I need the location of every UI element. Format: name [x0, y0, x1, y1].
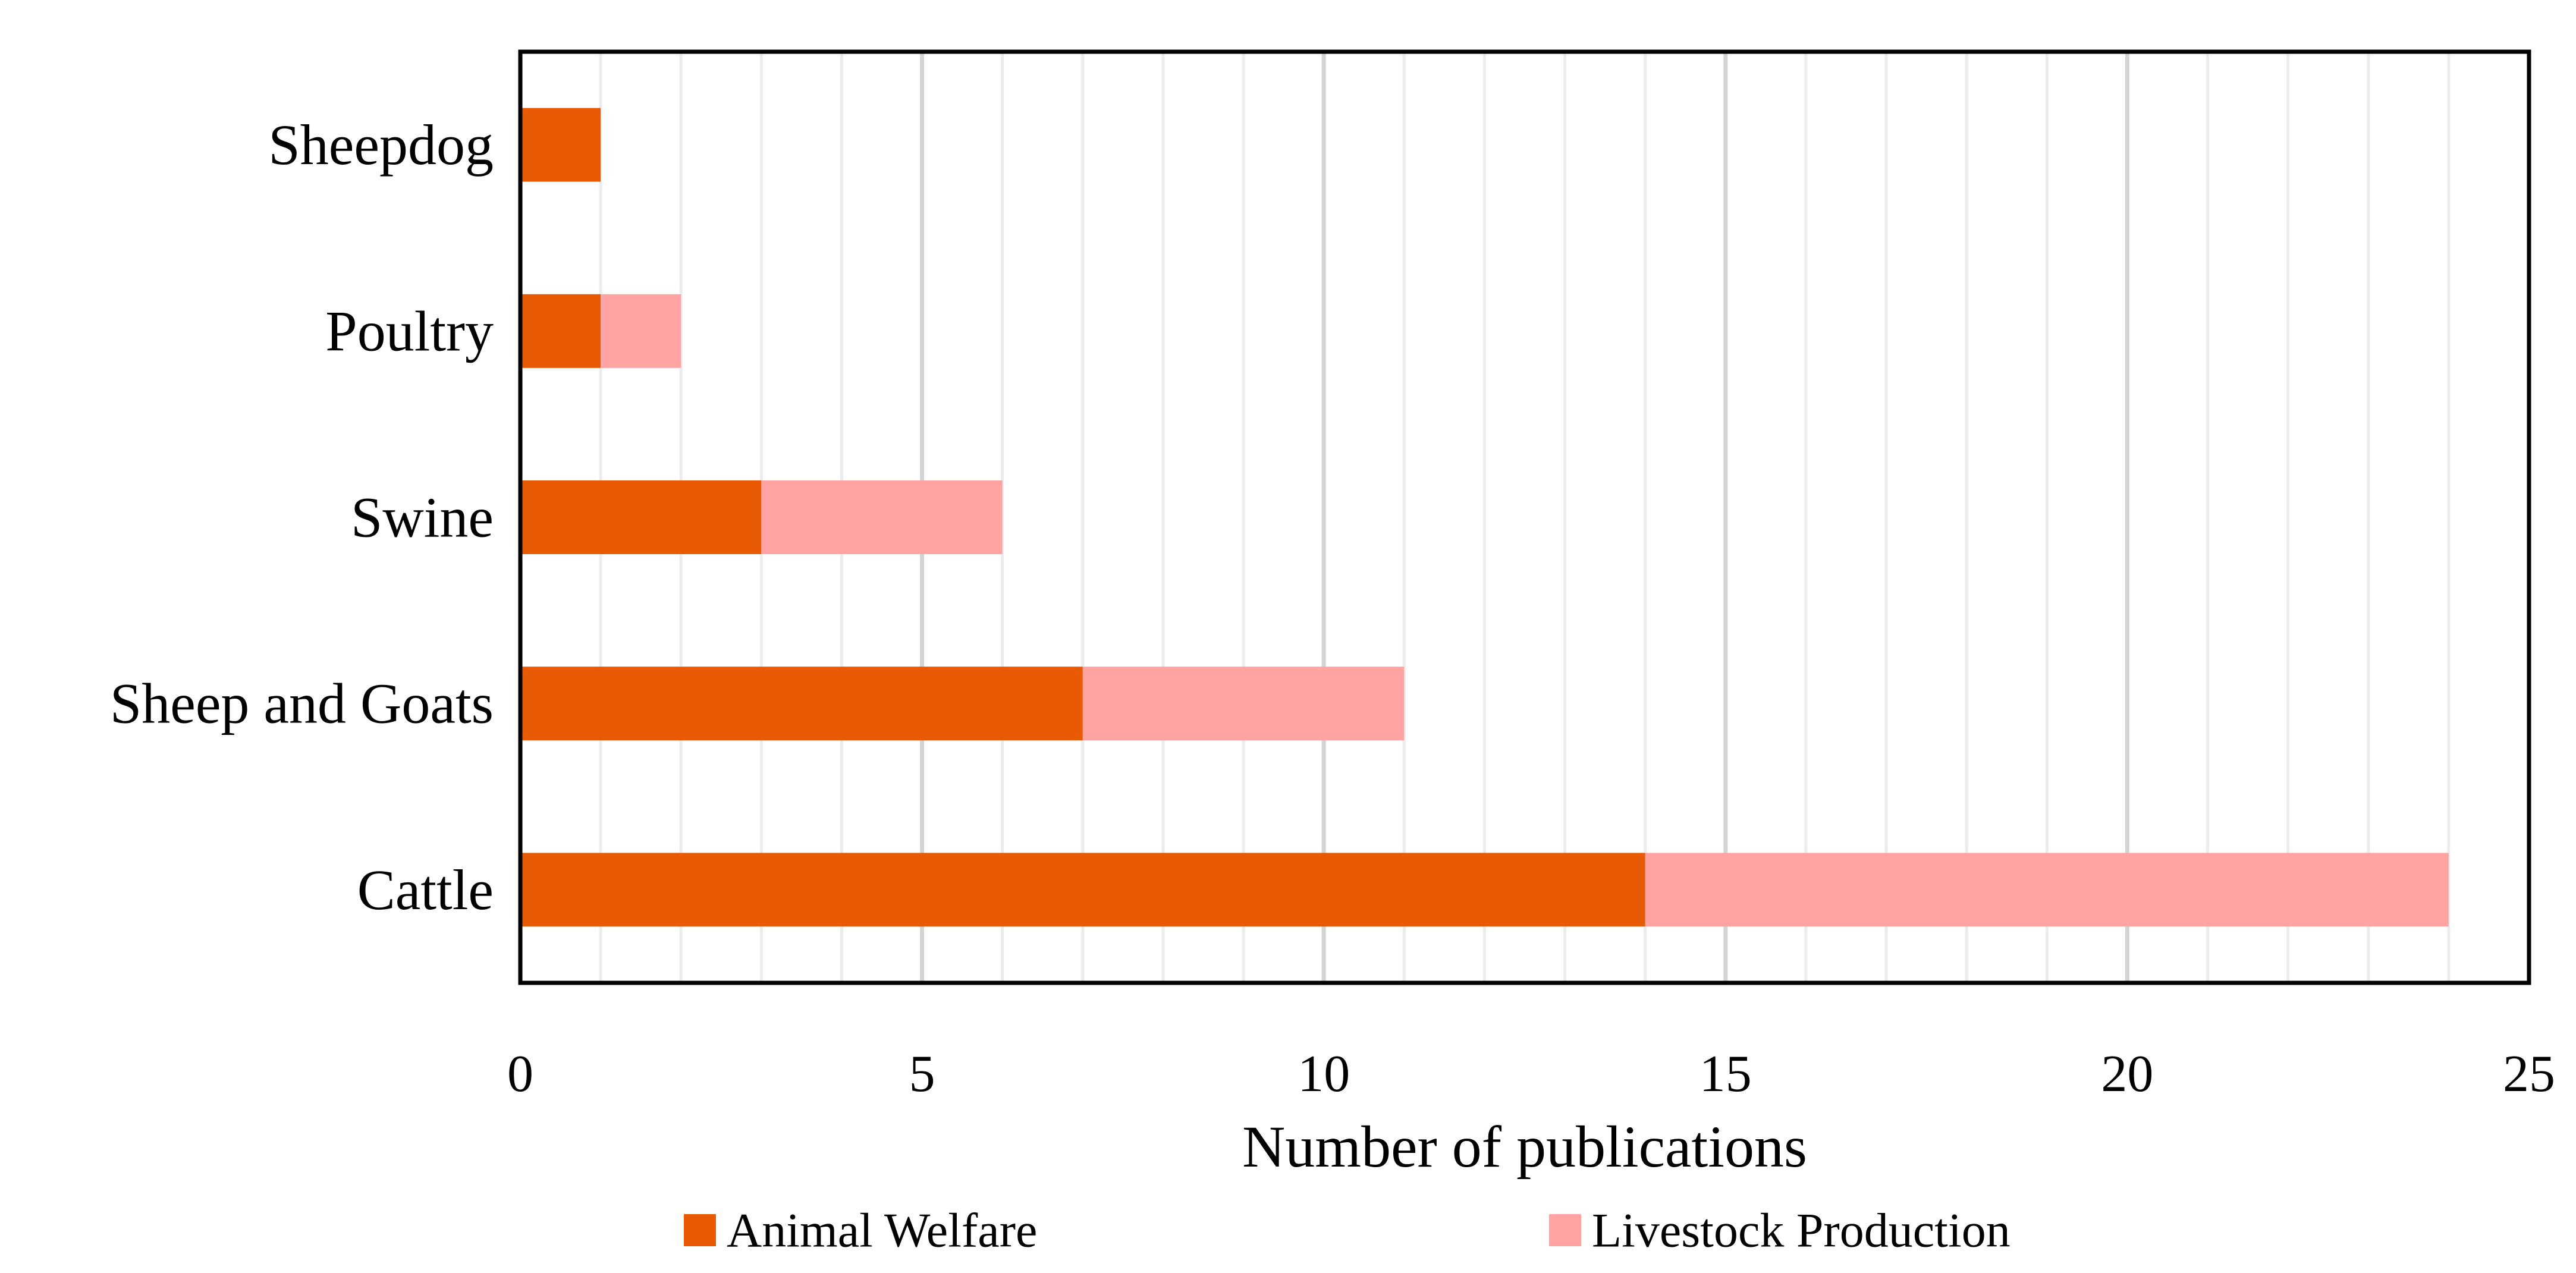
category-labels: Sheepdog Poultry Swine Sheep and Goats Cattl…: [110, 113, 494, 922]
bar-animal-welfare-sheepdog: [520, 108, 601, 182]
legend-swatch: [684, 1214, 716, 1246]
category-label: Poultry: [325, 299, 494, 363]
bar-livestock-production-swine: [761, 480, 1003, 554]
bar-livestock-production-cattle: [1645, 853, 2449, 927]
x-tick-label: 0: [507, 1045, 533, 1103]
x-axis-title: Number of publications: [1242, 1114, 1807, 1180]
x-tick-label: 5: [909, 1045, 935, 1103]
legend-label: Animal Welfare: [727, 1203, 1037, 1258]
bar-animal-welfare-cattle: [520, 853, 1645, 927]
category-label: Sheep and Goats: [110, 672, 494, 735]
category-label: Cattle: [357, 858, 494, 922]
legend-label: Livestock Production: [1592, 1203, 2010, 1258]
category-label: Sheepdog: [268, 113, 494, 177]
x-tick-label: 15: [1699, 1045, 1752, 1103]
x-tick-label: 20: [2101, 1045, 2153, 1103]
bar-livestock-production-sheep-and-goats: [1082, 667, 1405, 741]
minor-gridlines: [599, 52, 2451, 983]
x-tick-label: 25: [2503, 1045, 2555, 1103]
legend: Animal Welfare Livestock Production: [684, 1203, 2010, 1258]
x-tick-label: 10: [1298, 1045, 1350, 1103]
bar-animal-welfare-swine: [520, 480, 762, 554]
category-label: Swine: [351, 486, 494, 549]
x-axis-tick-labels: 0 5 10 15 20 25: [507, 1045, 2555, 1103]
bar-animal-welfare-poultry: [520, 294, 601, 368]
plot-area-frame: [518, 49, 2531, 985]
bar-animal-welfare-sheep-and-goats: [520, 667, 1083, 741]
bars-group: [520, 108, 2449, 927]
legend-swatch: [1549, 1214, 1581, 1246]
bar-livestock-production-poultry: [601, 294, 681, 368]
